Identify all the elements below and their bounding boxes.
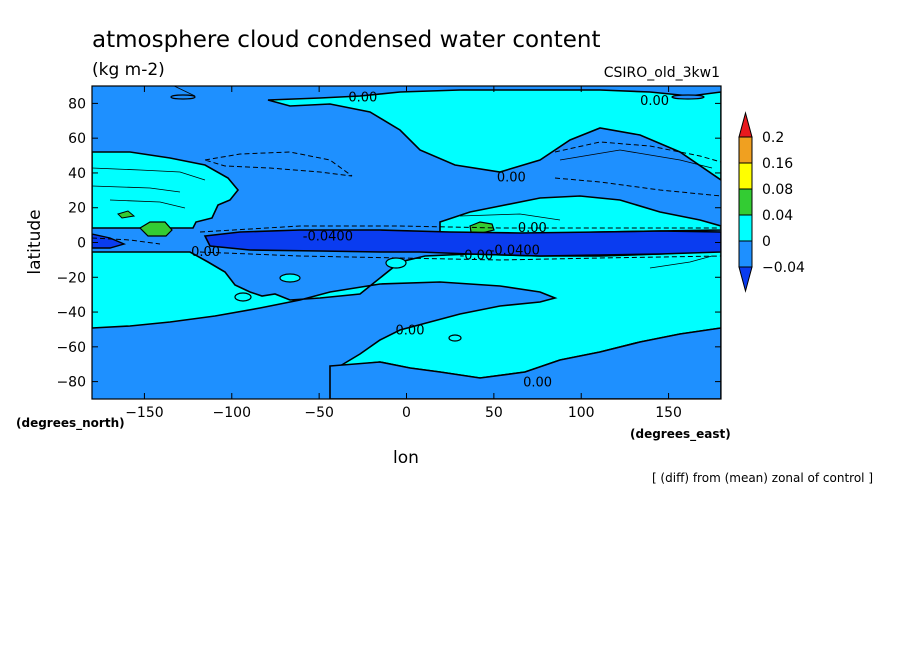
- y-tick-label: 0: [77, 236, 86, 252]
- y-tick-label: −60: [56, 340, 86, 356]
- west-negative-band: [92, 233, 127, 249]
- colorbar-label: 0: [762, 234, 771, 250]
- colorbar-cap-bottom: [738, 266, 753, 293]
- equatorial-negative-band: [203, 229, 721, 257]
- colorbar-segment: [738, 162, 753, 190]
- x-axis: −150 −100 −50 0 50 100 150: [125, 86, 682, 421]
- x-tick-label: 150: [655, 405, 682, 421]
- x-tick-label: 0: [402, 405, 411, 421]
- colorbar: 0.2 0.16 0.08 0.04 0 −0.04: [738, 111, 805, 293]
- chart-title: atmosphere cloud condensed water content: [92, 27, 600, 53]
- contour-label: 0.00: [396, 323, 425, 338]
- x-tick-label: 100: [568, 405, 595, 421]
- y-axis: −80 −60 −40 −20 0 20 40 60 80: [56, 96, 721, 391]
- colorbar-segment: [738, 214, 753, 242]
- small-islands: [170, 94, 705, 342]
- contour-label: 0.00: [518, 221, 547, 236]
- y-tick-label: 20: [68, 201, 86, 217]
- colorbar-segment: [738, 240, 753, 268]
- y-tick-label: 80: [68, 96, 86, 112]
- contour-label: 0.00: [191, 245, 220, 260]
- colorbar-segment: [738, 188, 753, 216]
- x-axis-label: lon: [393, 448, 419, 468]
- y-tick-label: 40: [68, 166, 86, 182]
- dashed-contours: [92, 141, 721, 261]
- contour-label: 0.00: [497, 170, 526, 185]
- region-arctic-positive: [267, 89, 721, 181]
- region-antarctic-negative: [329, 327, 721, 399]
- y-tick-label: −20: [56, 270, 86, 286]
- colorbar-label: 0.16: [762, 156, 793, 172]
- thin-contours: [92, 86, 713, 269]
- colorbar-cap-top: [738, 111, 753, 138]
- y-axis-units: (degrees_north): [16, 416, 125, 431]
- comparison-note: [ (diff) from (mean) zonal of control ]: [652, 471, 873, 485]
- x-tick-label: −50: [304, 405, 334, 421]
- contour-label: -0.0400: [303, 230, 353, 245]
- contour-label: -0.0400: [490, 243, 540, 258]
- patch-positive-small: [117, 210, 136, 219]
- x-axis-units: (degrees_east): [630, 427, 731, 442]
- contour-label: 0.00: [348, 90, 377, 105]
- y-tick-label: −80: [56, 375, 86, 391]
- patch-positive-west: [139, 221, 173, 237]
- contour-label: 0.00: [640, 94, 669, 109]
- y-tick-label: −40: [56, 305, 86, 321]
- colorbar-label: −0.04: [762, 260, 805, 276]
- y-tick-label: 60: [68, 131, 86, 147]
- colorbar-label: 0.04: [762, 208, 793, 224]
- contour-label: -0.00: [460, 249, 494, 264]
- y-axis-label: latitude: [25, 209, 45, 274]
- chart-units: (kg m-2): [92, 60, 165, 80]
- x-tick-label: −150: [125, 405, 163, 421]
- contour-label: 0.00: [523, 376, 552, 391]
- colorbar-label: 0.08: [762, 182, 793, 198]
- colorbar-segment: [738, 136, 753, 164]
- model-label: CSIRO_old_3kw1: [604, 65, 720, 81]
- colorbar-label: 0.2: [762, 130, 784, 146]
- x-tick-label: 50: [485, 405, 503, 421]
- x-tick-label: −100: [213, 405, 251, 421]
